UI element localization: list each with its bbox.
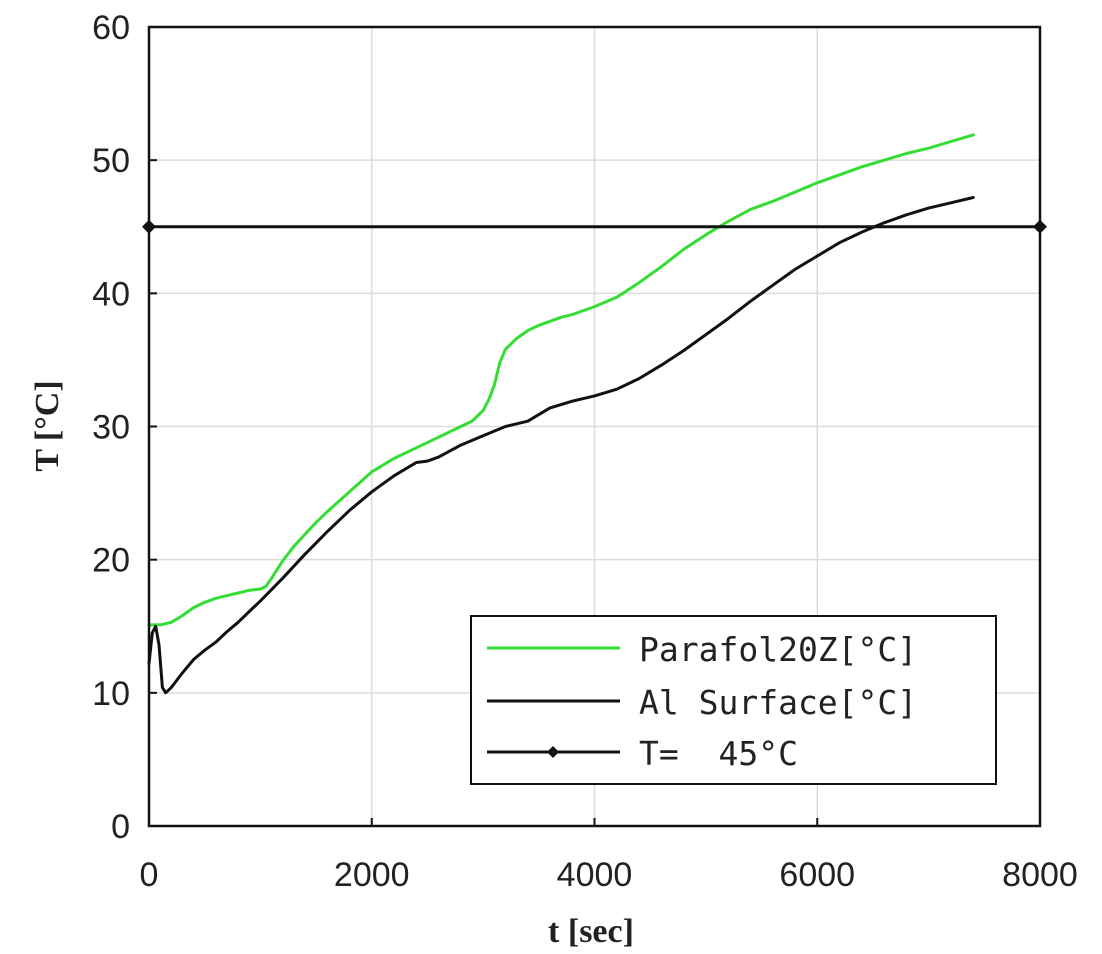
x-tick-label: 8000: [1002, 856, 1078, 894]
x-axis-title: t [sec]: [548, 913, 634, 950]
y-tick-label: 10: [92, 675, 130, 713]
legend-marker-diamond: [547, 746, 559, 758]
series-layer: [142, 133, 1047, 695]
y-tick-label: 60: [92, 9, 130, 47]
y-tick-label: 30: [92, 409, 130, 447]
legend-label-al-surface: Al Surface[°C]: [639, 683, 917, 722]
legend-label-threshold: T= 45°C: [639, 734, 798, 773]
legend: Parafol20Z[°C] Al Surface[°C] T= 45°C: [470, 615, 997, 785]
legend-label-parafol: Parafol20Z[°C]: [639, 630, 917, 669]
y-axis-title: T [°C]: [29, 380, 66, 471]
y-tick-label: 20: [92, 542, 130, 580]
y-tick-label: 50: [92, 142, 130, 180]
series-line-0: [147, 133, 975, 627]
x-tick-label: 0: [140, 856, 159, 894]
x-tick-label: 4000: [557, 856, 633, 894]
y-tick-label: 0: [111, 808, 130, 846]
series-line-1: [147, 196, 975, 695]
x-tick-label: 6000: [779, 856, 855, 894]
tick-labels: 0 2000 4000 6000 8000 0 10 20 30 40 50 60: [92, 9, 1078, 894]
y-tick-label: 40: [92, 275, 130, 313]
x-tick-label: 2000: [334, 856, 410, 894]
